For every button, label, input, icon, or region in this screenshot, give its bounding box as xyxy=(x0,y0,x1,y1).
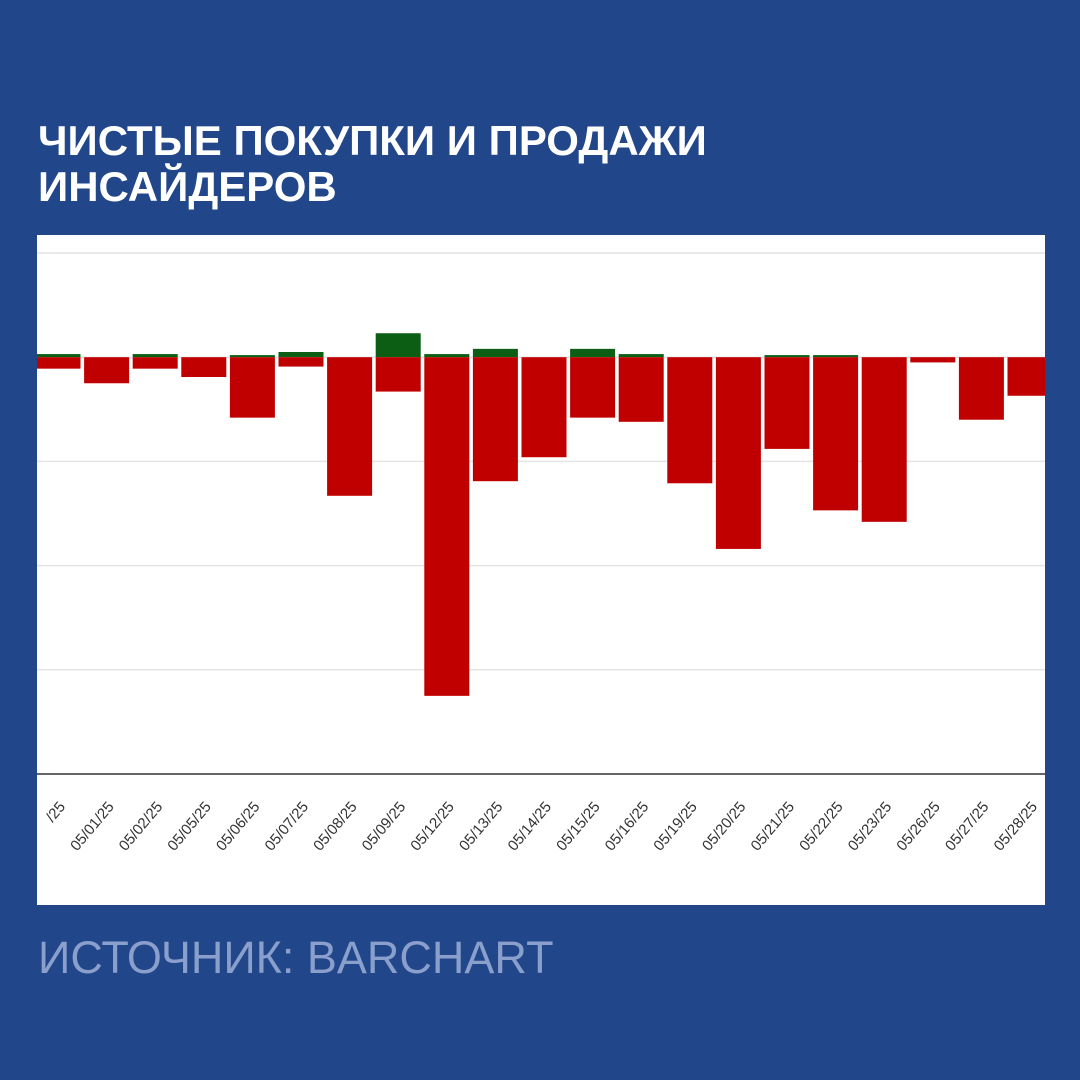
x-tick-label: 05/12/25 xyxy=(407,799,458,855)
bar xyxy=(521,357,567,458)
x-tick-label: 05/27/25 xyxy=(942,799,993,855)
x-tick-label: 05/09/25 xyxy=(359,799,410,855)
x-tick-label: 05/28/25 xyxy=(991,799,1042,855)
bar xyxy=(472,357,518,482)
bar xyxy=(84,357,130,384)
bar xyxy=(37,354,81,358)
bar xyxy=(132,354,178,358)
bar xyxy=(424,354,470,358)
bar xyxy=(861,357,907,522)
bar xyxy=(618,354,664,358)
bar xyxy=(570,348,616,358)
bar xyxy=(181,357,227,377)
x-tick-label: 05/15/25 xyxy=(553,799,604,855)
bar xyxy=(764,355,810,358)
x-tick-label: 05/05/25 xyxy=(164,799,215,855)
bar xyxy=(667,357,713,484)
bar xyxy=(375,357,421,392)
bar xyxy=(1007,357,1045,396)
plot: /2505/01/2505/02/2505/05/2505/06/2505/07… xyxy=(37,252,1045,855)
x-tick-label: 05/14/25 xyxy=(505,799,556,855)
bar xyxy=(375,333,421,358)
bar xyxy=(132,357,178,369)
bar xyxy=(910,357,956,363)
bar xyxy=(764,357,810,449)
bar xyxy=(278,351,324,358)
bar xyxy=(327,357,373,496)
bar xyxy=(715,357,761,549)
x-tick-label: 05/19/25 xyxy=(650,799,701,855)
chart: /2505/01/2505/02/2505/05/2505/06/2505/07… xyxy=(37,235,1045,905)
bar xyxy=(278,357,324,367)
bar xyxy=(424,357,470,696)
bar xyxy=(570,357,616,418)
x-tick-label: 05/06/25 xyxy=(213,799,264,855)
x-tick-label: 05/13/25 xyxy=(456,799,507,855)
bar xyxy=(813,357,859,511)
x-tick-label: 05/07/25 xyxy=(262,799,313,855)
x-tick-label: 05/21/25 xyxy=(748,799,799,855)
bar xyxy=(229,355,275,358)
bar xyxy=(618,357,664,422)
bar xyxy=(472,348,518,358)
chart-title: ЧИСТЫЕ ПОКУПКИ И ПРОДАЖИ ИНСАЙДЕРОВ xyxy=(38,117,707,210)
x-tick-label: 05/26/25 xyxy=(893,799,944,855)
bar xyxy=(813,355,859,358)
x-tick-label: 05/01/25 xyxy=(67,799,118,855)
x-tick-label: 05/08/25 xyxy=(310,799,361,855)
x-tick-label: 05/20/25 xyxy=(699,799,750,855)
source: ИСТОЧНИК: BARCHART xyxy=(38,932,554,983)
bar xyxy=(958,357,1004,420)
x-tick-label: 05/16/25 xyxy=(602,799,653,855)
x-tick-label: 05/23/25 xyxy=(845,799,896,855)
x-tick-label: 05/02/25 xyxy=(116,799,167,855)
bar xyxy=(37,357,81,369)
x-tick-label: /25 xyxy=(43,799,69,826)
bar xyxy=(229,357,275,418)
x-tick-label: 05/22/25 xyxy=(796,799,847,855)
